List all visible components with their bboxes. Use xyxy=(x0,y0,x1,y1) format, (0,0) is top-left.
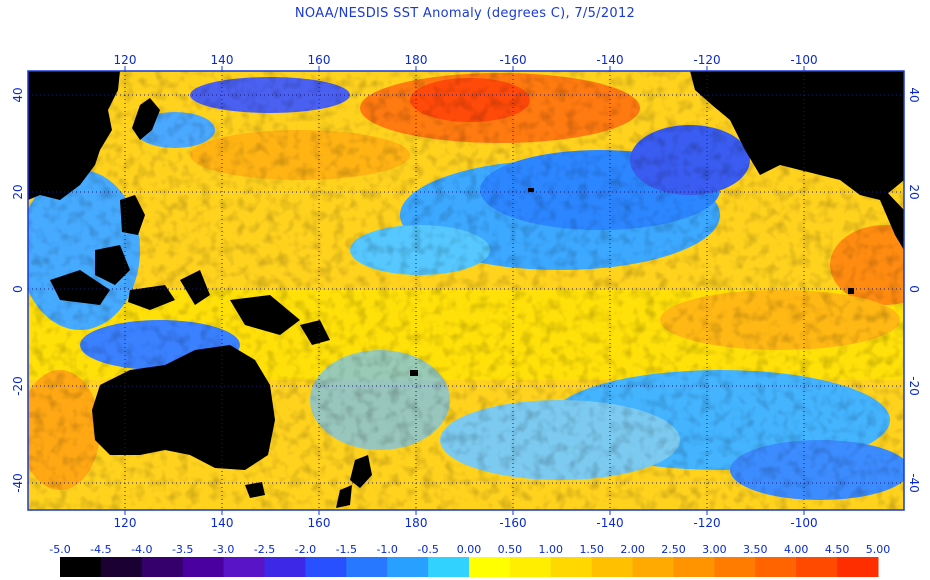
colorbar-label: 3.50 xyxy=(743,543,768,556)
lat-tick-left: 20 xyxy=(11,184,25,199)
colorbar-label: 5.00 xyxy=(866,543,891,556)
colorbar-swatch xyxy=(428,557,470,577)
lon-tick-top: 160 xyxy=(308,53,331,67)
sst-field xyxy=(28,71,904,510)
colorbar-label: -3.5 xyxy=(172,543,193,556)
colorbar-swatch xyxy=(387,557,429,577)
colorbar-swatch xyxy=(346,557,388,577)
colorbar-label: 3.00 xyxy=(702,543,727,556)
lon-tick-bottom: 120 xyxy=(114,516,137,530)
colorbar-labels: -5.0 -4.5 -4.0 -3.5 -3.0 -2.5 -2.0 -1.5 -1.0 -0.5… xyxy=(49,543,890,556)
lon-tick-top: 120 xyxy=(114,53,137,67)
lon-tick-bottom: 180 xyxy=(405,516,428,530)
colorbar-swatch xyxy=(591,557,634,577)
colorbar-swatch xyxy=(714,557,756,577)
colorbar-swatch xyxy=(141,557,184,577)
colorbar-label: -3.0 xyxy=(213,543,234,556)
map-tick-marks xyxy=(124,66,805,515)
colorbar-swatch xyxy=(796,557,838,577)
lat-tick-right: 0 xyxy=(907,285,921,293)
lat-ticks-left: 40 20 0 -20 -40 xyxy=(11,87,25,492)
lon-tick-bottom: 160 xyxy=(308,516,331,530)
colorbar-label: 2.50 xyxy=(661,543,686,556)
colorbar-label: -2.5 xyxy=(254,543,275,556)
lat-tick-right: 40 xyxy=(907,87,921,102)
lon-tick-top: 140 xyxy=(211,53,234,67)
lon-tick-top: -140 xyxy=(596,53,623,67)
colorbar-label: 0.00 xyxy=(457,543,482,556)
land-masses xyxy=(28,71,904,508)
lon-tick-bottom: 140 xyxy=(211,516,234,530)
colorbar-swatch xyxy=(100,557,143,577)
lon-tick-bottom: -100 xyxy=(790,516,817,530)
colorbar-swatch xyxy=(60,557,102,577)
lat-tick-left: 40 xyxy=(11,87,25,102)
lon-tick-top: -160 xyxy=(499,53,526,67)
colorbar-label: -0.5 xyxy=(417,543,438,556)
colorbar-label: -1.0 xyxy=(376,543,397,556)
colorbar-label: 1.50 xyxy=(579,543,604,556)
colorbar-swatch xyxy=(223,557,265,577)
lon-tick-bottom: -160 xyxy=(499,516,526,530)
lon-tick-bottom: -120 xyxy=(693,516,720,530)
colorbar-swatch xyxy=(469,557,511,577)
colorbar-label: -5.0 xyxy=(49,543,70,556)
colorbar-swatch xyxy=(632,557,674,577)
colorbar-label: 4.00 xyxy=(784,543,809,556)
colorbar-swatch xyxy=(673,557,715,577)
colorbar-swatch xyxy=(182,557,225,577)
colorbar-swatch xyxy=(305,557,347,577)
colorbar-label: 1.00 xyxy=(539,543,564,556)
colorbar-swatch xyxy=(509,557,552,577)
lon-tick-bottom: -140 xyxy=(596,516,623,530)
colorbar-label: -4.0 xyxy=(131,543,152,556)
lat-tick-right: -20 xyxy=(907,376,921,396)
lat-tick-right: 20 xyxy=(907,184,921,199)
lat-tick-left: 0 xyxy=(11,285,25,293)
colorbar-label: 4.50 xyxy=(825,543,850,556)
colorbar-label: 0.50 xyxy=(498,543,523,556)
colorbar-swatch xyxy=(550,557,593,577)
colorbar xyxy=(60,557,879,577)
lat-tick-left: -20 xyxy=(11,376,25,396)
lon-tick-top: -100 xyxy=(790,53,817,67)
lat-tick-left: -40 xyxy=(11,473,25,493)
colorbar-label: -2.0 xyxy=(295,543,316,556)
lon-ticks-bottom: 120 140 160 180 -160 -140 -120 -100 xyxy=(114,516,818,530)
colorbar-label: -4.5 xyxy=(90,543,111,556)
colorbar-swatch xyxy=(755,557,797,577)
lon-ticks-top: 120 140 160 180 -160 -140 -120 -100 xyxy=(114,53,818,67)
lat-ticks-right: 40 20 0 -20 -40 xyxy=(907,87,921,492)
colorbar-label: -1.5 xyxy=(336,543,357,556)
lon-tick-top: -120 xyxy=(693,53,720,67)
colorbar-swatch xyxy=(264,557,306,577)
map-title: NOAA/NESDIS SST Anomaly (degrees C), 7/5… xyxy=(294,6,636,21)
colorbar-label: 2.00 xyxy=(620,543,645,556)
map-frame xyxy=(27,70,905,511)
lat-tick-right: -40 xyxy=(907,473,921,493)
colorbar-swatch xyxy=(837,557,879,577)
lon-tick-top: 180 xyxy=(405,53,428,67)
